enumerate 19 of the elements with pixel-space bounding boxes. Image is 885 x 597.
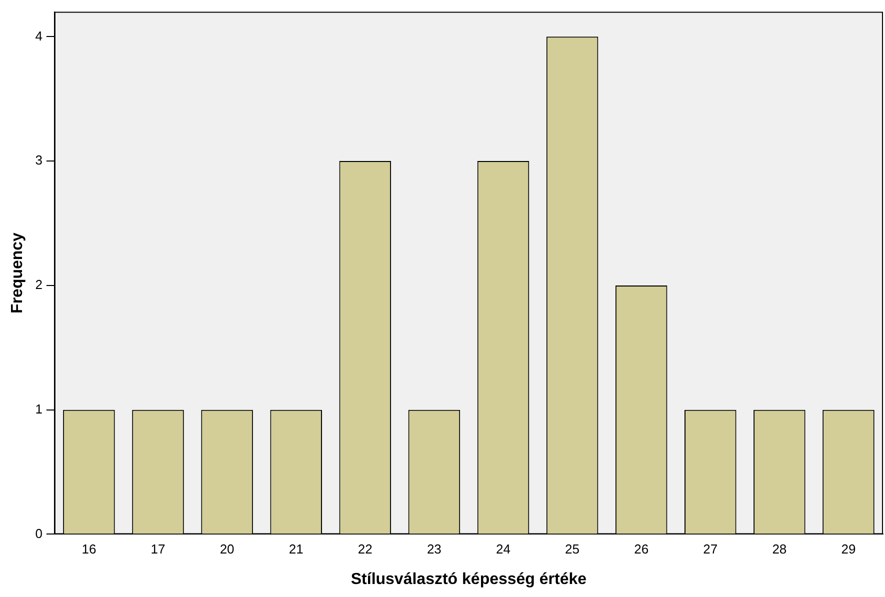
x-axis-title: Stílusválasztó képesség értéke <box>350 570 587 588</box>
x-tick-label: 29 <box>841 542 856 557</box>
y-tick-label: 1 <box>35 401 42 416</box>
y-axis-title: Frequency <box>9 232 26 314</box>
y-tick-label: 4 <box>35 28 42 44</box>
x-tick-label: 28 <box>772 542 787 557</box>
y-tick-label: 2 <box>35 277 42 292</box>
x-tick-label: 16 <box>82 542 96 557</box>
x-tick-label: 17 <box>150 542 166 557</box>
x-tick-label: 22 <box>358 542 372 557</box>
x-tick-label: 26 <box>634 542 649 557</box>
x-tick-label: 20 <box>220 542 234 557</box>
y-tick-label: 3 <box>35 152 42 168</box>
x-tick-label: 27 <box>703 542 718 557</box>
x-tick-label: 25 <box>565 542 580 557</box>
x-tick-label: 24 <box>496 542 510 557</box>
y-tick-label: 0 <box>35 526 42 541</box>
x-tick-label: 21 <box>288 542 304 557</box>
x-tick-label: 23 <box>426 542 442 557</box>
